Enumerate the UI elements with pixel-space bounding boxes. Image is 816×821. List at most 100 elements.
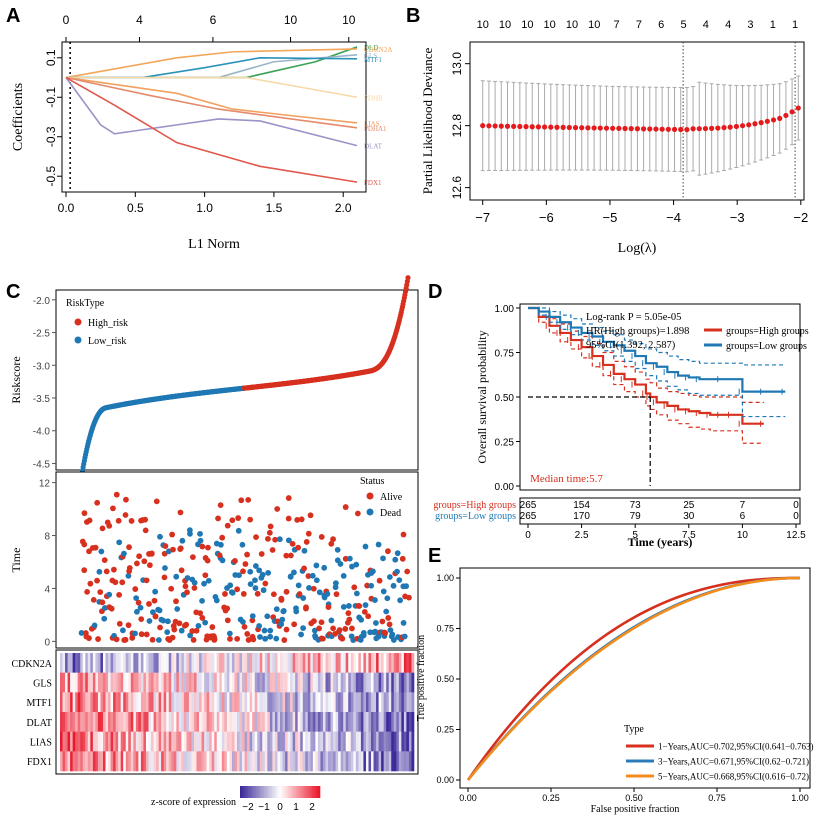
heatmap-cell <box>401 672 405 693</box>
legend-swatch-low <box>74 336 82 344</box>
time-point <box>265 569 272 576</box>
heatmap-cell <box>406 751 410 772</box>
time-point <box>244 551 250 558</box>
heatmap-cell <box>365 731 369 752</box>
top-tick-label: 10 <box>499 19 511 31</box>
heatmap-cell <box>290 751 293 772</box>
heatmap-cell <box>113 672 116 693</box>
time-point <box>247 516 254 523</box>
heatmap-cell <box>194 712 197 732</box>
time-point <box>351 584 358 591</box>
time-point <box>106 522 113 529</box>
heatmap-cell <box>340 731 344 752</box>
heatmap-cell <box>259 672 263 693</box>
heatmap-legend-title: z-score of expression <box>151 797 236 808</box>
heatmap-cell <box>406 712 410 732</box>
time-point <box>337 561 344 567</box>
panel-label-b: B <box>406 5 420 27</box>
time-point <box>294 516 301 523</box>
heatmap-cell <box>120 712 124 732</box>
time-point <box>86 635 92 642</box>
heatmap-cell <box>363 653 367 673</box>
time-point <box>291 569 297 576</box>
time-point <box>112 579 119 586</box>
heatmap-cell <box>156 751 159 772</box>
time-point <box>252 577 258 584</box>
heatmap-cell <box>406 653 410 673</box>
heatmap-cell <box>110 731 114 752</box>
heatmap-legend-swatch <box>296 786 299 798</box>
heatmap-cell <box>209 712 213 732</box>
heatmap-cell <box>97 731 101 752</box>
deviance-point <box>783 112 789 119</box>
x-tick-label: 0.25 <box>542 793 560 803</box>
time-point <box>318 533 325 540</box>
time-point <box>81 567 88 574</box>
panel-b-cv-deviance: −7 −6 −5 −4 −3 −2 12.6 12.8 13.0 10 10 10 10 10 10 7 7 6 5… <box>420 19 808 256</box>
heatmap-cell <box>254 712 258 732</box>
time-point <box>283 552 290 559</box>
heatmap-legend-swatch <box>288 786 291 798</box>
time-point <box>149 636 156 643</box>
time-point <box>195 622 202 629</box>
heatmap-cell <box>135 653 139 673</box>
heatmap-cell <box>391 672 395 693</box>
heatmap-cell <box>201 692 205 713</box>
heatmap-cell <box>82 712 86 732</box>
legend-label: 1−Years,AUC=0.702,95%CI(0.641−0.763) <box>658 742 814 752</box>
time-point <box>397 597 404 604</box>
heatmap-cell <box>386 653 390 673</box>
heatmap-cell <box>92 712 96 732</box>
time-point <box>252 563 259 569</box>
heatmap-cell <box>221 751 225 772</box>
time-point <box>267 633 274 640</box>
time-point <box>96 568 103 575</box>
heatmap-cell <box>87 712 91 732</box>
y-tick-label: -0.3 <box>44 126 58 147</box>
heatmap-cell <box>60 672 63 693</box>
panel-label-c: C <box>6 281 20 303</box>
heatmap-cell <box>92 653 96 673</box>
time-point <box>125 572 132 579</box>
heatmap-cell <box>72 672 76 693</box>
heatmap-cell <box>133 712 137 732</box>
time-point <box>165 618 171 625</box>
time-point <box>365 613 372 620</box>
heatmap-cell <box>95 672 99 693</box>
heatmap-cell <box>181 653 185 673</box>
heatmap-cell <box>338 751 341 772</box>
heatmap-cell <box>355 672 359 693</box>
heatmap-cell <box>285 712 288 732</box>
time-point <box>238 497 245 504</box>
heatmap-cell <box>85 712 89 732</box>
y-tick-label: -3.0 <box>33 361 51 372</box>
time-point <box>197 537 204 544</box>
heatmap-cell <box>388 731 392 752</box>
heatmap-cell <box>67 751 71 772</box>
risk-table-cell: 265 <box>520 511 537 522</box>
time-point <box>142 527 149 534</box>
heatmap-cell <box>123 712 127 732</box>
heatmap-cell <box>115 712 119 732</box>
heatmap-cell <box>343 731 347 752</box>
heatmap-legend-swatch <box>318 786 321 798</box>
heatmap-cell <box>315 653 319 673</box>
heatmap-cell <box>143 712 147 732</box>
heatmap-cell <box>368 751 372 772</box>
legend-label: groups=Low groups <box>726 341 807 352</box>
time-point <box>342 626 349 632</box>
heatmap-cell <box>87 751 91 772</box>
heatmap-cell <box>72 653 76 673</box>
time-point <box>222 591 228 597</box>
heatmap-cell <box>371 731 374 752</box>
x-tick-label: 0.5 <box>127 201 144 215</box>
time-point <box>316 589 323 596</box>
heatmap-cell <box>320 653 324 673</box>
risk-table-cell: 73 <box>630 500 642 511</box>
heatmap-cell <box>307 731 311 752</box>
heatmap-legend-swatch <box>254 786 257 798</box>
heatmap-cell <box>158 712 162 732</box>
heatmap-cell <box>163 672 167 693</box>
heatmap-cell <box>153 653 157 673</box>
heatmap-cell <box>338 692 341 713</box>
